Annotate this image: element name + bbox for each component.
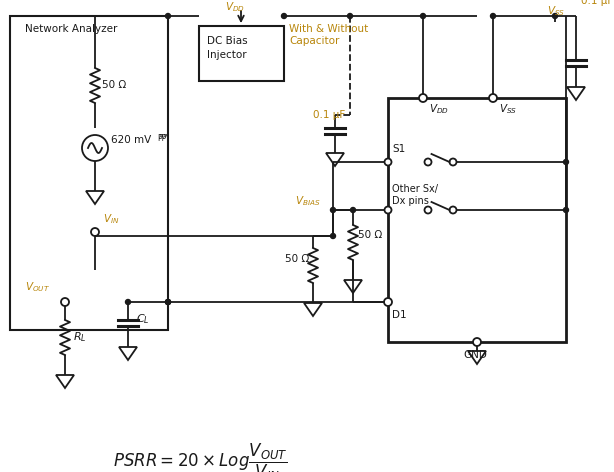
Text: $PSRR = 20 \times Log\dfrac{V_{OUT}}{V_{IN}}$: $PSRR = 20 \times Log\dfrac{V_{OUT}}{V_{… [113, 441, 287, 472]
Text: Network Analyzer: Network Analyzer [25, 24, 117, 34]
Circle shape [449, 207, 456, 213]
Text: 620 mV: 620 mV [111, 135, 151, 145]
Circle shape [330, 234, 335, 238]
Circle shape [473, 338, 481, 346]
Text: With & Without: With & Without [289, 24, 368, 34]
Text: 0.1 μF: 0.1 μF [581, 0, 613, 6]
Text: $V_{DD}$: $V_{DD}$ [429, 102, 449, 116]
Circle shape [281, 14, 287, 18]
Circle shape [348, 14, 352, 18]
Circle shape [489, 94, 497, 102]
Circle shape [449, 159, 456, 166]
Circle shape [419, 94, 427, 102]
Circle shape [330, 208, 335, 212]
Circle shape [384, 207, 392, 213]
Text: Other Sx/: Other Sx/ [392, 184, 438, 194]
Text: $V_{SS}$: $V_{SS}$ [499, 102, 517, 116]
Circle shape [166, 300, 171, 304]
Circle shape [421, 14, 426, 18]
Text: $_{PP}$: $_{PP}$ [158, 132, 168, 142]
Circle shape [491, 14, 495, 18]
Text: 50 Ω: 50 Ω [358, 230, 383, 240]
Text: DC Bias: DC Bias [207, 36, 247, 46]
Text: $V_{IN}$: $V_{IN}$ [103, 212, 120, 226]
Circle shape [351, 208, 356, 212]
Bar [199, 26, 284, 81]
Circle shape [91, 228, 99, 236]
Text: $V_{OUT}$: $V_{OUT}$ [25, 280, 50, 294]
Text: PP: PP [157, 134, 166, 143]
Text: $R_L$: $R_L$ [73, 330, 87, 344]
Text: Capacitor: Capacitor [289, 36, 340, 46]
Text: D1: D1 [392, 310, 406, 320]
Bar [10, 16, 168, 330]
Circle shape [553, 14, 558, 18]
Text: Injector: Injector [207, 50, 247, 60]
Circle shape [424, 159, 432, 166]
Text: GND: GND [463, 350, 487, 360]
Circle shape [166, 300, 171, 304]
Text: 50 Ω: 50 Ω [285, 254, 309, 264]
Text: $V_{DD}$: $V_{DD}$ [225, 0, 245, 14]
Circle shape [424, 207, 432, 213]
Circle shape [61, 298, 69, 306]
Circle shape [564, 160, 569, 165]
Circle shape [82, 135, 108, 161]
Text: $V_{BIAS}$: $V_{BIAS}$ [295, 194, 321, 208]
Text: Dx pins: Dx pins [392, 196, 429, 206]
Text: $C_L$: $C_L$ [136, 312, 150, 326]
Circle shape [384, 298, 392, 306]
Circle shape [166, 300, 171, 304]
Text: S1: S1 [392, 144, 405, 154]
Text: 50 Ω: 50 Ω [102, 80, 126, 90]
Circle shape [564, 208, 569, 212]
Circle shape [166, 14, 171, 18]
Circle shape [125, 300, 131, 304]
Circle shape [384, 159, 392, 166]
Text: 0.1 μF: 0.1 μF [313, 110, 345, 120]
Bar [388, 98, 566, 342]
Text: $V_{SS}$: $V_{SS}$ [547, 4, 565, 18]
